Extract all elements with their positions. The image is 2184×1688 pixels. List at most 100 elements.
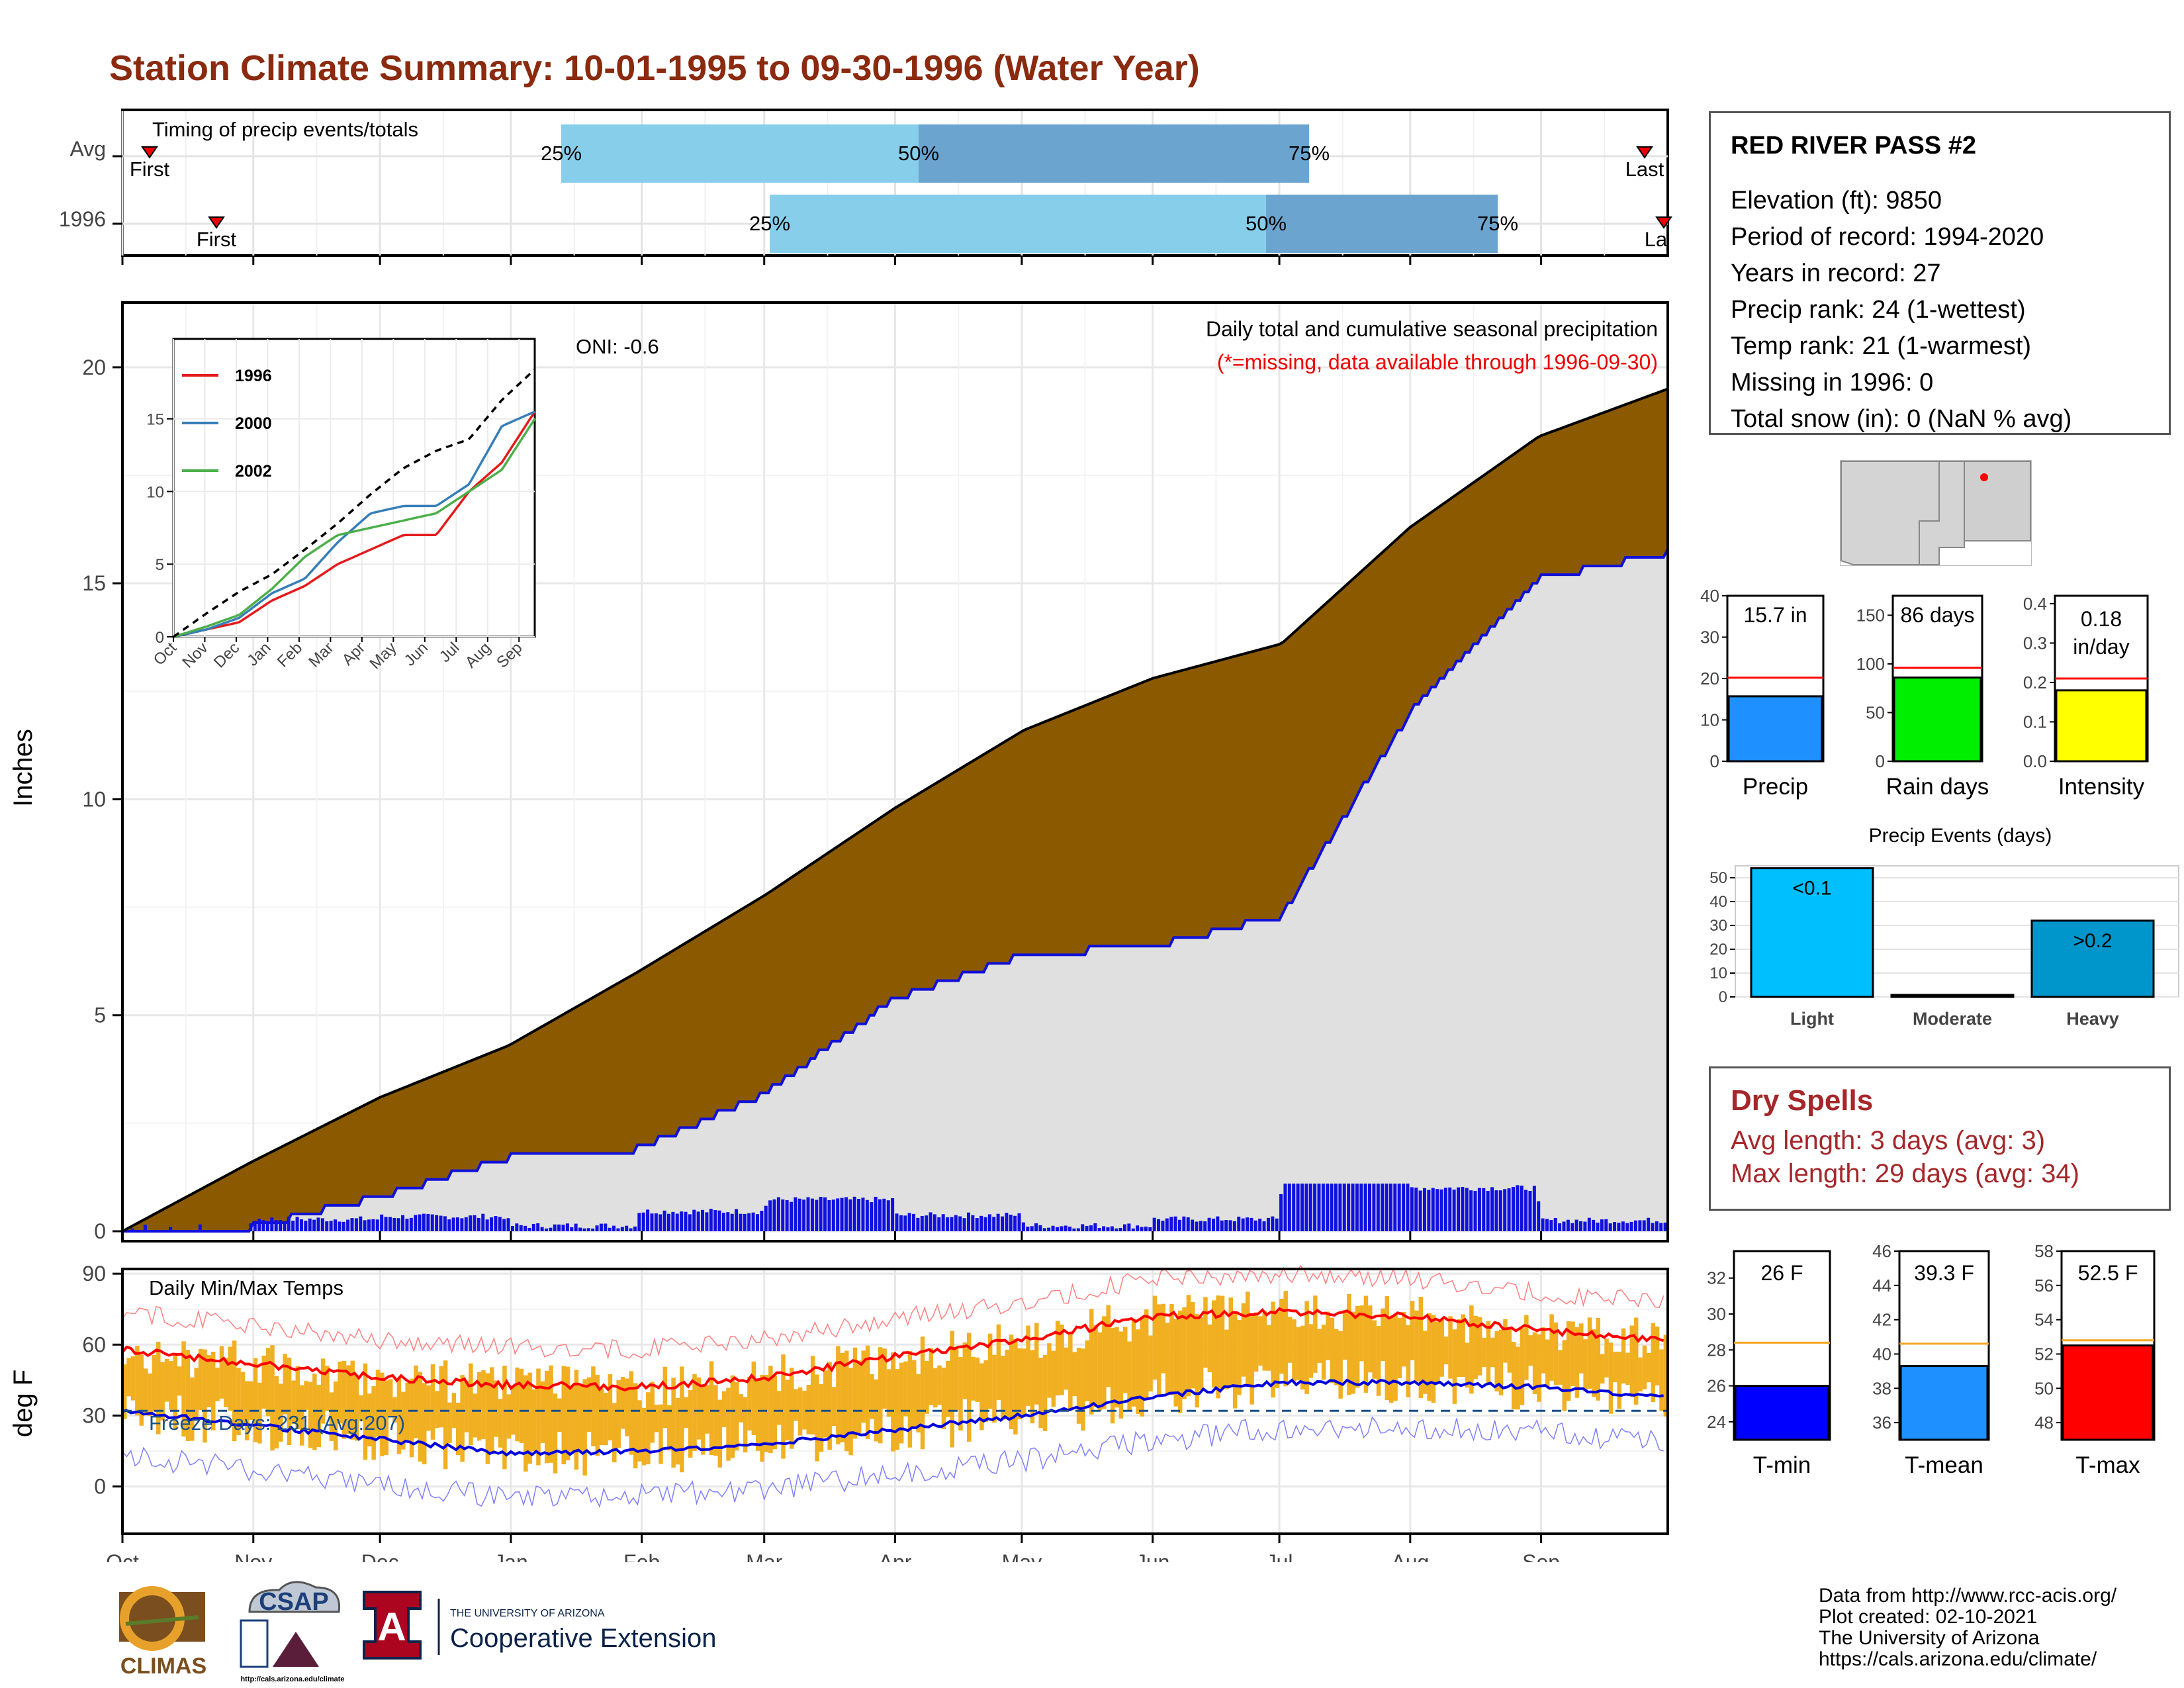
daily-temp-bar <box>1355 1305 1360 1388</box>
daily-precip-bar <box>346 1219 350 1231</box>
station-period: Period of record: 1994-2020 <box>1731 223 2044 251</box>
daily-temp-bar <box>198 1348 203 1411</box>
daily-precip-bar <box>659 1214 662 1231</box>
daily-precip-bar <box>130 1228 134 1231</box>
daily-temp-bar <box>1148 1335 1153 1392</box>
daily-precip-bar <box>1633 1220 1637 1231</box>
daily-temp-bar <box>878 1347 883 1444</box>
daily-precip-bar <box>870 1202 874 1231</box>
daily-temp-bar <box>1042 1354 1048 1431</box>
daily-precip-bar <box>692 1209 696 1231</box>
daily-temp-bar <box>418 1372 423 1462</box>
daily-temp-bar <box>384 1380 389 1455</box>
daily-temp-bar <box>1013 1338 1018 1435</box>
daily-precip-bar <box>1118 1227 1122 1231</box>
credit-university: The University of Arizona <box>1819 1627 2040 1649</box>
daily-precip-bar <box>1211 1218 1215 1231</box>
daily-precip-bar <box>975 1218 979 1231</box>
daily-temp-bar <box>776 1391 782 1425</box>
daily-temp-bar <box>316 1385 321 1448</box>
daily-temp-bar <box>1060 1324 1064 1395</box>
precip-ytick-label: 5 <box>94 1004 106 1027</box>
daily-precip-bar <box>815 1199 819 1231</box>
daily-temp-bar <box>1507 1328 1512 1373</box>
daily-temp-bar <box>790 1368 794 1449</box>
precip-missing-note: (*=missing, data available through 1996-… <box>1217 350 1658 374</box>
daily-temp-bar <box>1448 1316 1453 1379</box>
daily-temp-bar <box>1034 1323 1039 1405</box>
daily-precip-bar <box>414 1215 418 1231</box>
daily-temp-bar <box>992 1354 997 1423</box>
daily-temp-bar <box>987 1333 993 1409</box>
daily-precip-bar <box>481 1213 485 1231</box>
daily-temp-bar <box>1127 1341 1132 1411</box>
daily-temp-bar <box>1115 1327 1119 1408</box>
daily-temp-bar <box>570 1387 574 1452</box>
daily-precip-bar <box>1494 1190 1498 1231</box>
daily-temp-bar <box>852 1347 858 1439</box>
daily-precip-bar <box>992 1217 996 1231</box>
daily-temp-bar <box>1266 1325 1271 1371</box>
daily-precip-bar <box>515 1223 519 1231</box>
station-info-box: RED RIVER PASS #2 Elevation (ft): 9850 P… <box>1709 111 2171 435</box>
daily-temp-bar <box>531 1389 537 1452</box>
record-low-line <box>122 1416 1664 1509</box>
daily-temp-bar <box>861 1350 866 1423</box>
daily-precip-bar <box>574 1223 578 1231</box>
daily-temp-bar <box>236 1368 241 1436</box>
daily-temp-bar <box>1177 1310 1183 1413</box>
daily-temp-bar <box>164 1358 169 1402</box>
daily-precip-bar <box>823 1197 827 1231</box>
daily-temp-bar <box>1224 1329 1229 1389</box>
ua-small-text: THE UNIVERSITY OF ARIZONA <box>450 1608 605 1619</box>
daily-precip-bar <box>827 1199 831 1231</box>
daily-temp-bar <box>1452 1329 1457 1404</box>
daily-temp-bar <box>739 1394 743 1423</box>
daily-precip-bar <box>1081 1224 1085 1231</box>
daily-temp-bar <box>1093 1325 1098 1407</box>
daily-temp-bar <box>929 1348 934 1405</box>
daily-temp-bar <box>1592 1329 1596 1397</box>
daily-temp-bar <box>1359 1305 1364 1362</box>
daily-temp-bar <box>962 1342 968 1399</box>
daily-precip-bar <box>1076 1228 1080 1231</box>
daily-precip-bar <box>612 1225 616 1231</box>
daily-precip-bar <box>1355 1184 1359 1231</box>
daily-precip-bar <box>1097 1228 1101 1231</box>
daily-precip-bar <box>570 1227 574 1231</box>
daily-temp-bar <box>506 1394 512 1439</box>
daily-temp-bar <box>764 1375 769 1452</box>
daily-precip-bar <box>1140 1227 1144 1231</box>
daily-temp-bar <box>228 1346 232 1411</box>
daily-precip-bar <box>388 1217 392 1231</box>
daily-temp-bar <box>1402 1311 1406 1367</box>
station-snow: Total snow (in): 0 (NaN % avg) <box>1731 405 2072 433</box>
summary-bars: 0 10 20 30 40 15.7 in Precip 0 50 100 150 86 days Ra… <box>1700 586 2149 800</box>
daily-temp-bar <box>802 1390 807 1430</box>
daily-precip-bar <box>987 1214 991 1231</box>
daily-temp-bar <box>1195 1314 1199 1408</box>
daily-temp-bar <box>1338 1331 1343 1399</box>
daily-precip-bar <box>1173 1216 1177 1231</box>
daily-precip-bar <box>620 1227 624 1231</box>
daily-temp-bar <box>604 1393 608 1446</box>
daily-precip-bar <box>338 1221 341 1231</box>
daily-temp-bar <box>359 1395 363 1421</box>
daily-temp-bar <box>1579 1323 1584 1374</box>
daily-precip-bar <box>1060 1226 1064 1231</box>
daily-temp-bar <box>1457 1319 1461 1378</box>
daily-precip-bar <box>460 1218 464 1231</box>
daily-precip-bar <box>1064 1225 1068 1231</box>
events-title: Precip Events (days) <box>1869 825 2052 847</box>
daily-precip-bar <box>781 1199 785 1231</box>
daily-temp-bar <box>1621 1328 1626 1384</box>
daily-temp-bar <box>1473 1315 1479 1380</box>
daily-temp-bar <box>1220 1295 1225 1389</box>
year-q2-bar <box>1266 195 1498 253</box>
daily-temp-bar <box>549 1365 553 1463</box>
daily-temp-bar <box>371 1386 376 1460</box>
month-tick-label: Nov <box>234 1550 272 1562</box>
daily-precip-bar <box>739 1213 743 1231</box>
daily-temp-bar <box>380 1372 385 1456</box>
temp-ytick-label: 90 <box>82 1262 106 1286</box>
